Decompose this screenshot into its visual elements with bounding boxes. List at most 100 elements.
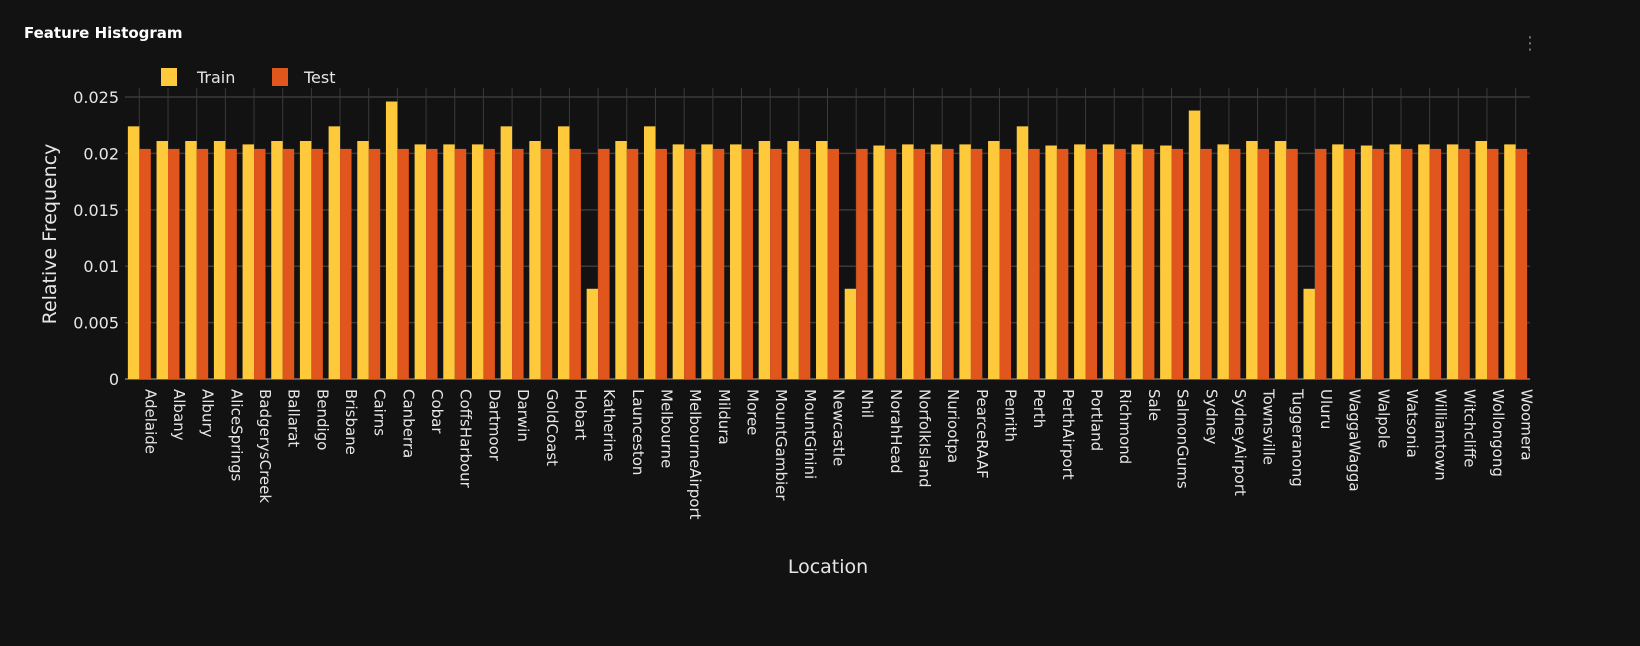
bar-test-Tuggeranong[interactable]: [1286, 148, 1298, 379]
bar-test-AliceSprings[interactable]: [225, 148, 237, 379]
bar-test-Williamtown[interactable]: [1429, 148, 1442, 379]
bar-test-Newcastle[interactable]: [827, 148, 839, 379]
bar-test-Mildura[interactable]: [712, 148, 725, 379]
bar-test-Darwin[interactable]: [512, 148, 524, 379]
bar-train-Albury[interactable]: [185, 141, 197, 379]
bar-train-Moree[interactable]: [730, 144, 742, 379]
bar-test-Launceston[interactable]: [626, 148, 639, 379]
bar-test-SalmonGums[interactable]: [1171, 148, 1184, 379]
bar-train-Richmond[interactable]: [1102, 144, 1115, 379]
bar-test-Melbourne[interactable]: [655, 148, 667, 379]
bar-test-Nhil[interactable]: [856, 148, 868, 379]
bar-train-Hobart[interactable]: [557, 126, 570, 379]
bar-train-Darwin[interactable]: [500, 126, 513, 379]
bar-train-Witchcliffe[interactable]: [1446, 144, 1459, 379]
bar-test-Dartmoor[interactable]: [483, 148, 495, 379]
bar-train-Portland[interactable]: [1074, 144, 1086, 379]
bar-test-Canberra[interactable]: [397, 148, 409, 379]
bar-train-Townsville[interactable]: [1246, 141, 1258, 379]
bar-test-Richmond[interactable]: [1114, 148, 1126, 379]
bar-test-PerthAirport[interactable]: [1056, 148, 1069, 379]
bar-train-Ballarat[interactable]: [271, 141, 283, 379]
bar-test-Townsville[interactable]: [1257, 148, 1270, 379]
bar-train-Mildura[interactable]: [701, 144, 713, 379]
bar-test-SydneyAirport[interactable]: [1228, 148, 1241, 379]
bar-train-Launceston[interactable]: [615, 141, 627, 379]
bar-train-MountGambier[interactable]: [758, 141, 771, 379]
legend-train-swatch[interactable]: [161, 68, 177, 86]
bar-test-Cobar[interactable]: [426, 148, 438, 379]
bar-train-WaggaWagga[interactable]: [1332, 144, 1344, 379]
bar-train-AliceSprings[interactable]: [213, 141, 226, 379]
bar-test-WaggaWagga[interactable]: [1343, 148, 1356, 379]
bar-train-Katherine[interactable]: [586, 288, 599, 379]
bar-train-Cairns[interactable]: [357, 141, 369, 379]
bar-train-Sale[interactable]: [1131, 144, 1143, 379]
bar-train-Watsonia[interactable]: [1389, 144, 1401, 379]
bar-train-GoldCoast[interactable]: [529, 141, 541, 379]
bar-train-Williamtown[interactable]: [1418, 144, 1430, 379]
bar-test-Penrith[interactable]: [999, 148, 1012, 379]
bar-test-Watsonia[interactable]: [1400, 148, 1413, 379]
bar-train-Albany[interactable]: [156, 141, 169, 379]
bar-test-Ballarat[interactable]: [282, 148, 295, 379]
bar-test-Albury[interactable]: [196, 148, 209, 379]
bar-train-NorfolkIsland[interactable]: [902, 144, 914, 379]
legend-test-label[interactable]: Test: [303, 68, 336, 87]
bar-train-Uluru[interactable]: [1303, 288, 1315, 379]
bar-train-SalmonGums[interactable]: [1160, 145, 1172, 379]
legend-test-swatch[interactable]: [272, 68, 288, 86]
bar-test-Bendigo[interactable]: [311, 148, 323, 379]
bar-test-Katherine[interactable]: [598, 148, 610, 379]
bar-test-CoffsHarbour[interactable]: [454, 148, 467, 379]
bar-test-Walpole[interactable]: [1372, 148, 1384, 379]
bar-train-Tuggeranong[interactable]: [1274, 141, 1287, 379]
bar-train-Wollongong[interactable]: [1475, 141, 1487, 379]
bar-train-PearceRAAF[interactable]: [959, 144, 971, 379]
bar-train-PerthAirport[interactable]: [1045, 145, 1057, 379]
bar-test-BadgerysCreek[interactable]: [254, 148, 266, 379]
bar-test-Cairns[interactable]: [368, 148, 381, 379]
bar-test-NorahHead[interactable]: [884, 148, 897, 379]
bar-test-Sydney[interactable]: [1200, 148, 1212, 379]
bar-train-MountGinini[interactable]: [787, 141, 799, 379]
bar-train-Woomera[interactable]: [1504, 144, 1516, 379]
bar-train-BadgerysCreek[interactable]: [242, 144, 255, 379]
bar-train-Dartmoor[interactable]: [471, 144, 484, 379]
bar-train-Brisbane[interactable]: [328, 126, 341, 379]
bar-test-Portland[interactable]: [1085, 148, 1098, 379]
bar-train-Newcastle[interactable]: [816, 141, 828, 379]
bar-train-MelbourneAirport[interactable]: [672, 144, 685, 379]
bar-test-Nuriootpa[interactable]: [942, 148, 954, 379]
legend-train-label[interactable]: Train: [196, 68, 235, 87]
bar-train-Perth[interactable]: [1016, 126, 1029, 379]
bar-train-SydneyAirport[interactable]: [1217, 144, 1229, 379]
bar-test-Hobart[interactable]: [569, 148, 581, 379]
bar-train-Walpole[interactable]: [1360, 145, 1373, 379]
bar-test-Sale[interactable]: [1142, 148, 1155, 379]
bar-test-Moree[interactable]: [741, 148, 753, 379]
bar-train-Sydney[interactable]: [1188, 110, 1201, 379]
bar-train-Cobar[interactable]: [414, 144, 427, 379]
bar-test-MelbourneAirport[interactable]: [684, 148, 696, 379]
bar-test-Woomera[interactable]: [1515, 148, 1528, 379]
bar-train-Melbourne[interactable]: [643, 126, 656, 379]
bar-test-PearceRAAF[interactable]: [970, 148, 983, 379]
bar-test-MountGinini[interactable]: [798, 148, 811, 379]
bar-test-GoldCoast[interactable]: [540, 148, 553, 379]
bar-train-Nuriootpa[interactable]: [930, 144, 943, 379]
bar-train-Bendigo[interactable]: [299, 141, 312, 379]
bar-train-Adelaide[interactable]: [127, 126, 140, 379]
bar-test-NorfolkIsland[interactable]: [913, 148, 925, 379]
bar-test-Wollongong[interactable]: [1486, 148, 1499, 379]
bar-test-Uluru[interactable]: [1314, 148, 1327, 379]
bar-test-Albany[interactable]: [168, 148, 180, 379]
bar-test-Adelaide[interactable]: [139, 148, 151, 379]
bar-test-Witchcliffe[interactable]: [1458, 148, 1470, 379]
bar-train-CoffsHarbour[interactable]: [443, 144, 455, 379]
bar-train-Canberra[interactable]: [385, 101, 398, 379]
bar-test-MountGambier[interactable]: [770, 148, 782, 379]
bar-train-NorahHead[interactable]: [873, 145, 885, 379]
bar-test-Perth[interactable]: [1028, 148, 1040, 379]
bar-test-Brisbane[interactable]: [340, 148, 352, 379]
